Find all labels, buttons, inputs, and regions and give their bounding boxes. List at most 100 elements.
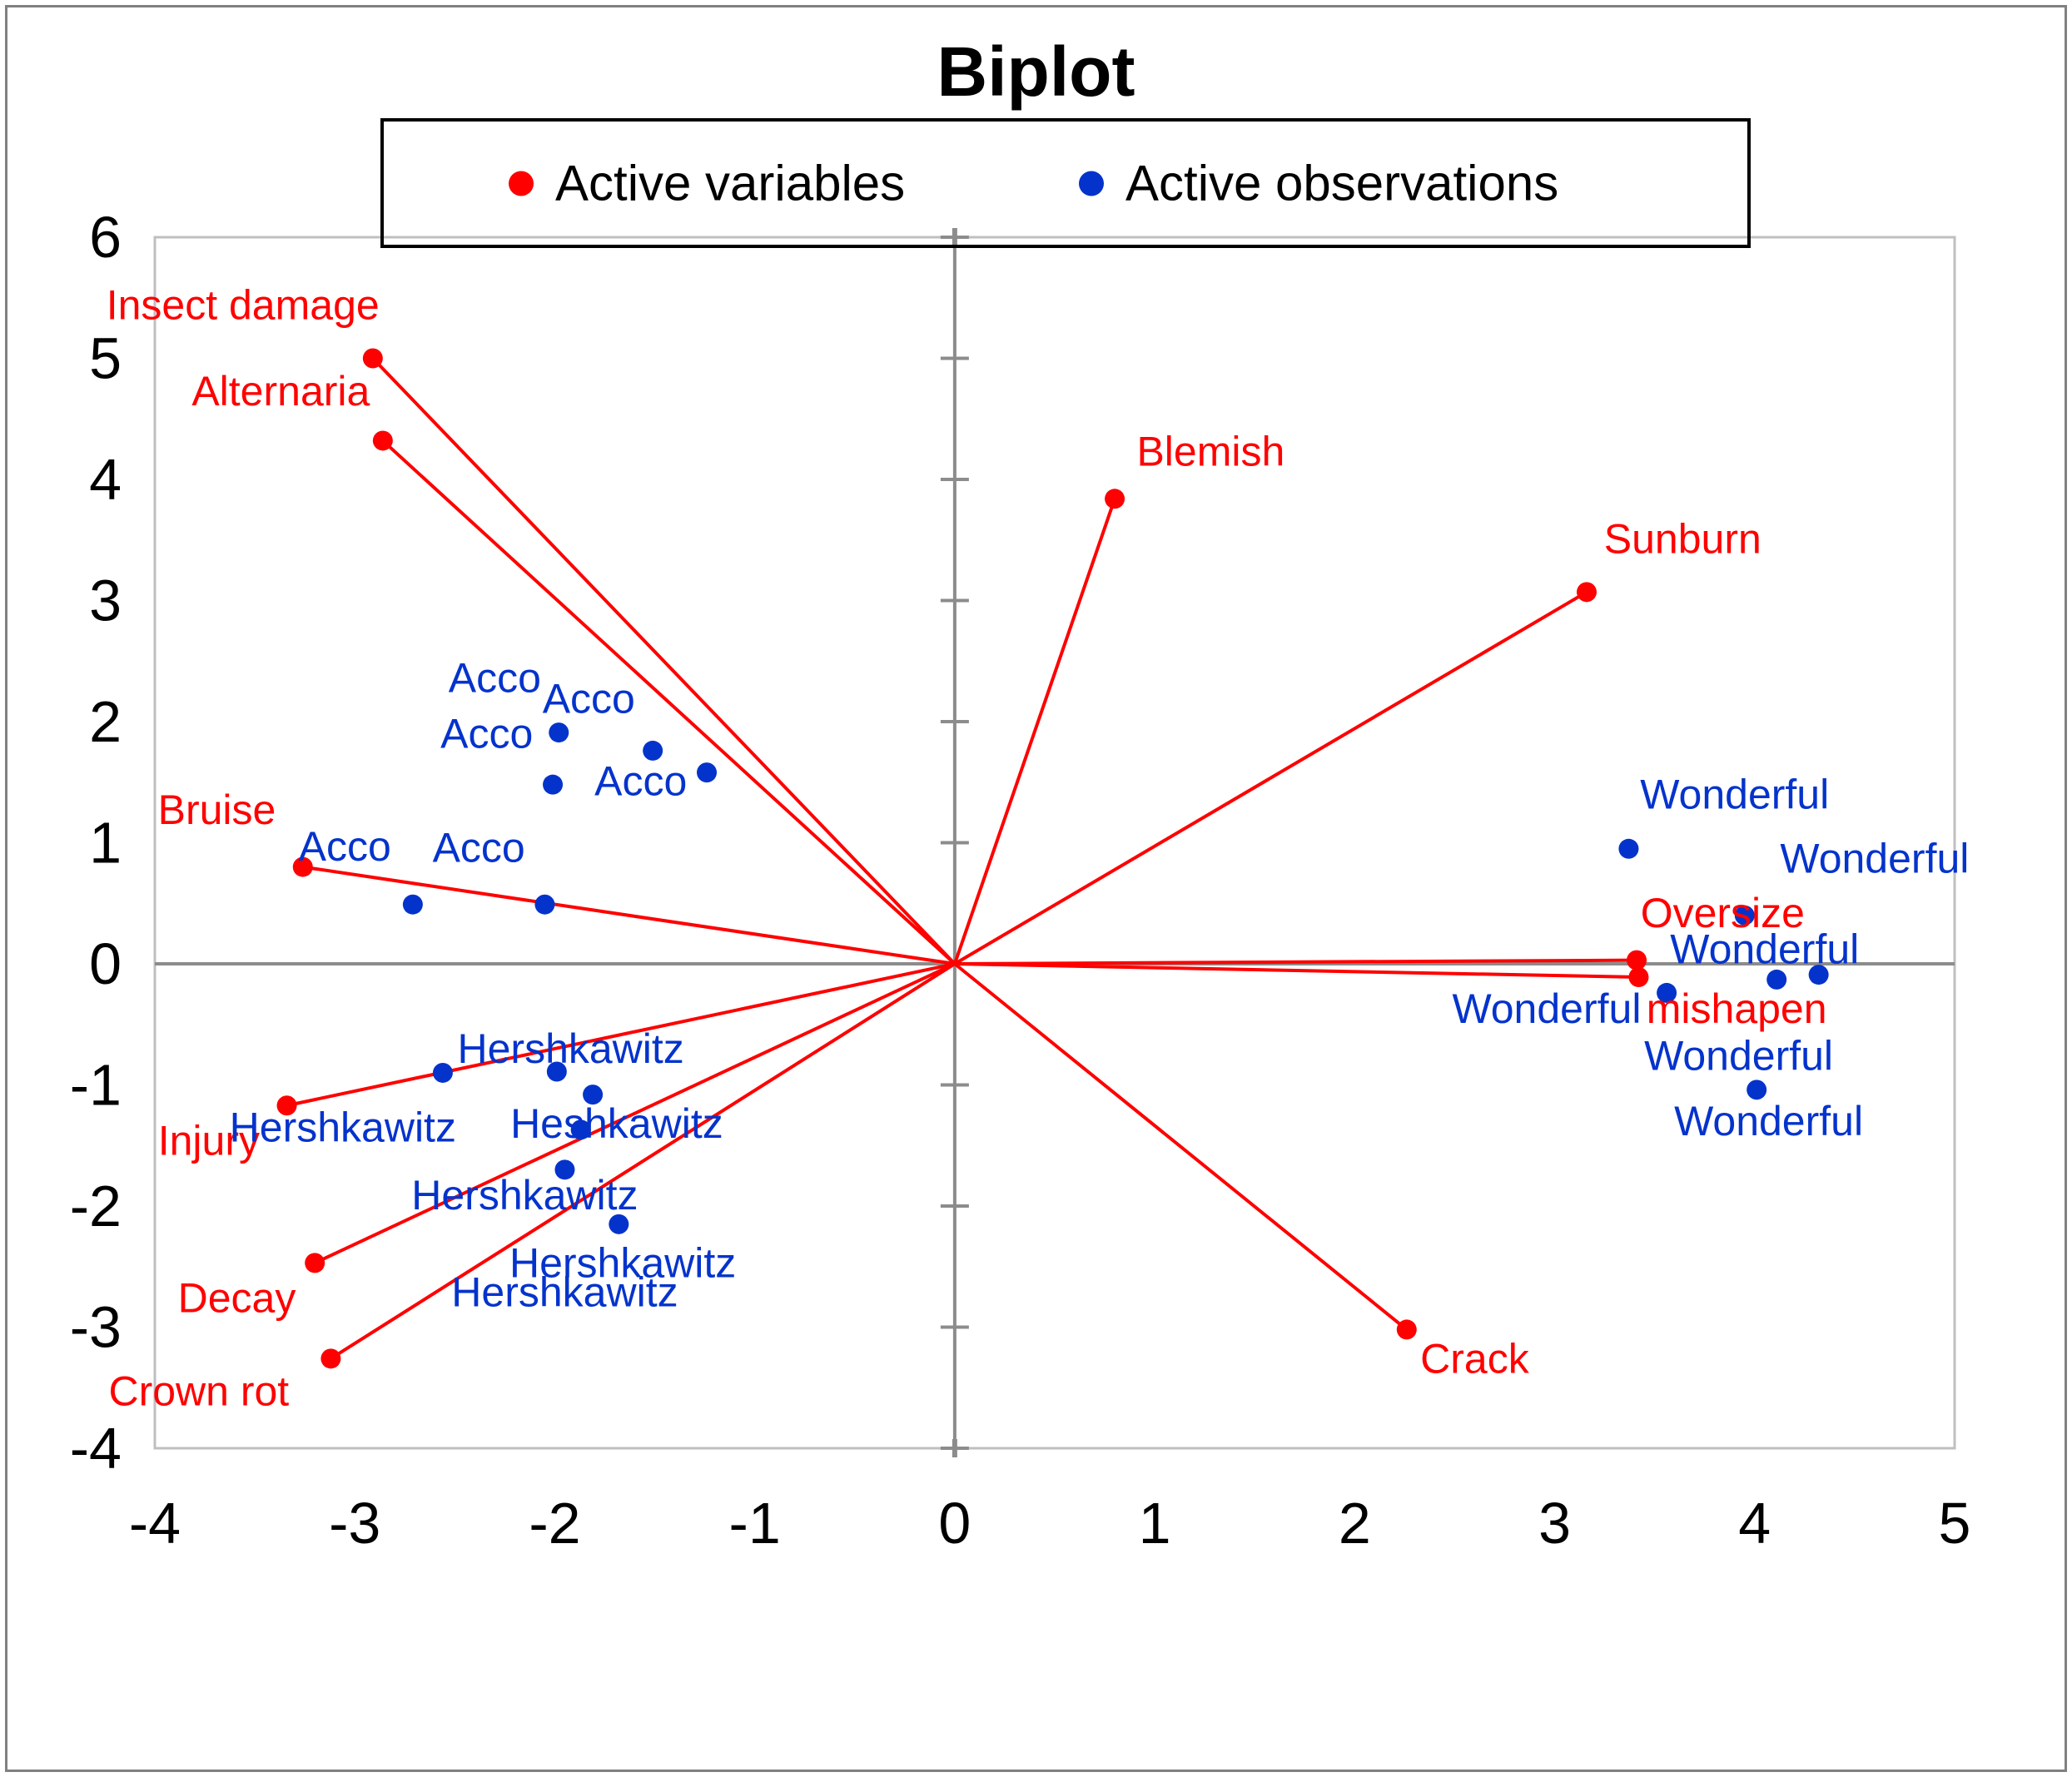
observation-label[interactable]: Hershkawitz [509,1239,736,1286]
variable-label[interactable]: Insect damage [107,281,380,328]
observation-point[interactable] [554,1159,575,1180]
observation-point[interactable] [546,1061,567,1082]
observation-point[interactable] [534,894,555,915]
observation-label[interactable]: Acco [449,655,541,702]
observation-point[interactable] [1747,1080,1767,1100]
x-tick-label: -2 [529,1491,580,1556]
observation-label[interactable]: Hershkawitz [458,1025,684,1072]
legend-label: Active observations [1125,155,1559,211]
variable-point[interactable] [292,856,313,877]
x-tick-label: -4 [129,1491,181,1556]
observation-label[interactable]: Acco [594,757,687,804]
y-tick-label: 3 [89,568,122,633]
variable-vector [381,439,956,965]
observation-point[interactable] [1734,905,1755,926]
variable-vector [330,962,956,1361]
observation-point[interactable] [432,1062,453,1083]
variable-label[interactable]: Sunburn [1604,515,1761,562]
observation-label[interactable]: Wonderful [1674,1098,1863,1144]
y-tick-label: 4 [89,447,122,512]
chart-title[interactable]: Biplot [937,32,1135,111]
observation-point[interactable] [609,1214,629,1234]
y-tick-label: -3 [70,1295,122,1360]
legend-item-active-observations[interactable]: Active observations [1079,155,1558,212]
variable-label[interactable]: Blemish [1136,429,1284,475]
variable-label[interactable]: Crack [1420,1335,1530,1382]
observation-point[interactable] [1618,838,1639,859]
x-tick-label: 0 [938,1491,971,1556]
x-tick-label: 3 [1538,1491,1571,1556]
observation-point[interactable] [583,1085,604,1105]
x-tick-label: 5 [1939,1491,1971,1556]
y-tick-label: -2 [70,1174,122,1238]
variable-vector [286,962,956,1108]
variable-label[interactable]: Injury [158,1117,260,1164]
observation-point[interactable] [570,1119,591,1140]
legend[interactable]: Active variables Active observations [380,118,1751,248]
observation-label[interactable]: Acco [299,823,391,870]
observation-label[interactable]: Wonderful [1780,835,1969,881]
y-tick-label: 2 [89,689,122,754]
observation-label[interactable]: Wonderful [1452,985,1641,1032]
variable-label[interactable]: mishapen [1647,985,1827,1032]
observation-point[interactable] [697,762,718,783]
x-tick-label: 2 [1339,1491,1371,1556]
observation-label[interactable]: Wonderful [1640,771,1829,817]
variable-point[interactable] [362,348,383,369]
observation-point[interactable] [1766,969,1787,990]
y-tick-label: 0 [89,931,122,996]
plot-area-border [153,236,1956,1450]
variable-point[interactable] [1627,950,1647,970]
observation-label[interactable]: Wonderful [1670,926,1859,973]
x-tick-label: -1 [729,1491,781,1556]
variable-vector [371,357,956,965]
observation-point[interactable] [543,774,564,795]
y-tick-label: 6 [89,205,122,270]
variable-vector [302,865,956,965]
observation-label[interactable]: Wonderful [1644,1033,1833,1080]
observation-label[interactable]: Hershkawitz [230,1104,456,1150]
y-tick-label: 5 [89,326,122,391]
variable-point[interactable] [276,1095,297,1116]
legend-label: Active variables [555,155,906,211]
observation-point[interactable] [643,740,663,761]
variable-vector [954,958,1637,965]
variable-label[interactable]: Alternaria [191,368,370,414]
variable-label[interactable]: Crown rot [108,1368,289,1415]
observation-point[interactable] [549,722,569,743]
observation-point[interactable] [402,894,423,915]
variable-label[interactable]: Oversize [1641,890,1805,936]
observation-point[interactable] [1808,965,1829,985]
variable-point[interactable] [1576,582,1597,603]
active-variables-marker-icon [509,171,534,196]
variable-label[interactable]: Bruise [158,787,276,833]
variable-vector [314,962,956,1265]
y-tick-label: 1 [89,811,122,876]
variable-point[interactable] [372,430,393,451]
variable-point[interactable] [305,1253,325,1273]
x-tick-label: -3 [329,1491,380,1556]
variable-label[interactable]: Decay [178,1275,296,1322]
variable-point[interactable] [1396,1319,1417,1340]
observation-label[interactable]: Acco [440,711,533,757]
observation-label[interactable]: Hershkawitz [411,1172,638,1219]
x-tick-label: 4 [1738,1491,1771,1556]
x-tick-label: 1 [1139,1491,1171,1556]
variable-vector [954,962,1639,980]
variable-point[interactable] [1105,489,1125,509]
y-tick-label: -1 [70,1053,122,1118]
observation-point[interactable] [1657,982,1677,1003]
observation-label[interactable]: Hershkawitz [451,1268,678,1315]
observation-label[interactable]: Heshkawitz [510,1100,723,1147]
variable-point[interactable] [1628,967,1649,988]
legend-item-active-variables[interactable]: Active variables [509,155,905,212]
y-tick-label: -4 [70,1416,122,1481]
variable-vector [953,590,1588,965]
variable-vector [952,498,1116,965]
active-observations-marker-icon [1079,171,1104,196]
observation-label[interactable]: Acco [543,675,635,722]
variable-point[interactable] [320,1348,341,1369]
observation-label[interactable]: Acco [433,824,525,871]
